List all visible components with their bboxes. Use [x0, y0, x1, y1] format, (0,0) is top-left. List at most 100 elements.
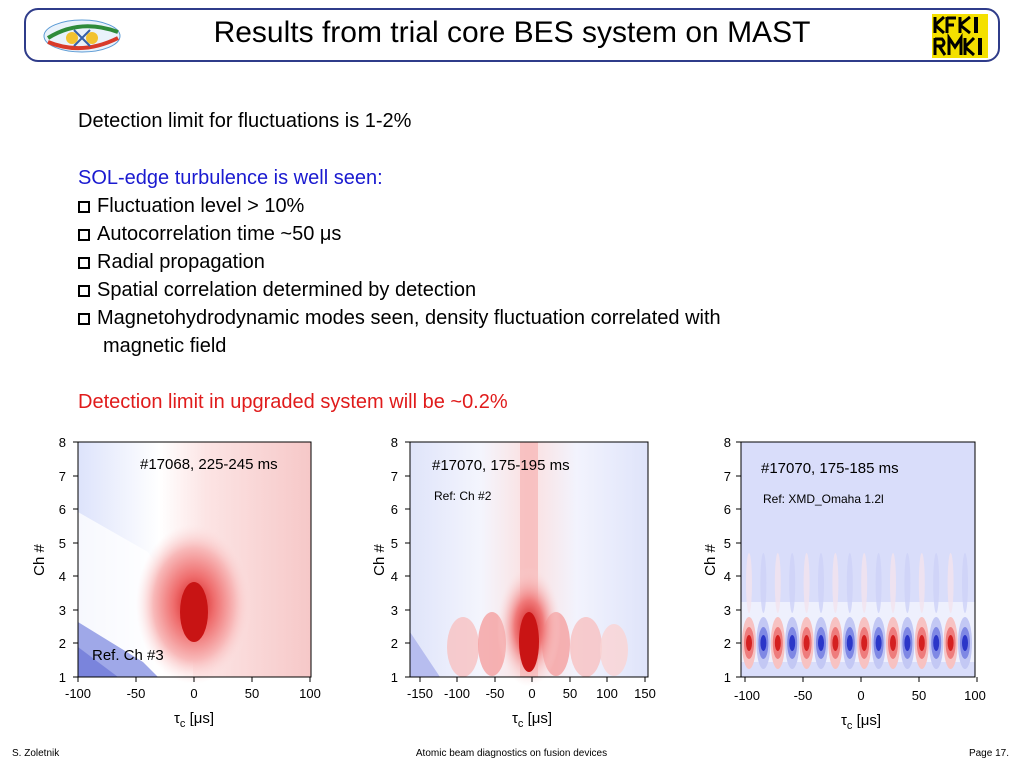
y-ticks: 1 2 3 4 5 6 7 8 [59, 435, 78, 685]
y-tick-label: 8 [59, 435, 66, 450]
x-tick-label: -50 [486, 686, 505, 701]
y-tick-label: 7 [391, 469, 398, 484]
positive-lobe-core [803, 635, 810, 651]
positive-lobe-core [774, 635, 781, 651]
y-tick-label: 4 [59, 569, 66, 584]
x-tick-label: -100 [444, 686, 470, 701]
y-tick-label: 5 [59, 536, 66, 551]
y-tick-label: 4 [724, 569, 731, 584]
y-tick-label: 1 [724, 670, 731, 685]
negative-lobe-core [904, 635, 911, 651]
y-tick-label: 1 [59, 670, 66, 685]
bullet-item: Radial propagation [78, 248, 265, 276]
x-tick-label: 50 [563, 686, 577, 701]
y-ticks: 1 2 3 4 5 6 7 8 [391, 435, 410, 685]
checkbox-bullet-icon [78, 201, 90, 213]
bullet-item: Fluctuation level > 10% [78, 192, 304, 220]
upper-streak [774, 553, 781, 613]
correlation-plot-2: 1 2 3 4 5 6 7 8 -150 -100 -50 0 50 100 1… [371, 435, 656, 730]
y-tick-label: 5 [724, 536, 731, 551]
upper-streak [918, 553, 925, 613]
y-ticks: 1 2 3 4 5 6 7 8 [724, 435, 741, 685]
x-tick-label: 0 [190, 686, 197, 701]
y-tick-label: 3 [59, 603, 66, 618]
upper-streak [846, 553, 853, 613]
y-tick-label: 7 [724, 469, 731, 484]
y-tick-label: 2 [724, 636, 731, 651]
negative-lobe-core [962, 635, 968, 651]
x-tick-label: 100 [596, 686, 618, 701]
negative-lobe-core [933, 635, 940, 651]
x-ticks: -100 -50 0 50 100 [734, 677, 986, 703]
plot-label: #17068, 225-245 ms [140, 456, 278, 473]
negative-lobe-core [789, 635, 796, 651]
y-tick-label: 6 [391, 502, 398, 517]
positive-lobe-core [746, 635, 752, 651]
y-tick-label: 8 [391, 435, 398, 450]
y-tick-label: 1 [391, 670, 398, 685]
x-tick-label: 150 [634, 686, 656, 701]
positive-lobe-core [890, 635, 896, 651]
upper-streak [746, 553, 752, 613]
checkbox-bullet-icon [78, 313, 90, 325]
conference-logo-icon [43, 19, 121, 53]
x-axis-title: τc [μs] [512, 710, 552, 730]
detection-limit-line: Detection limit for fluctuations is 1-2% [78, 110, 412, 132]
x-tick-label: 0 [528, 686, 535, 701]
negative-lobe-core [818, 635, 824, 651]
slide-title: Results from trial core BES system on MA… [213, 16, 811, 49]
upper-streak [875, 553, 882, 613]
positive-lobe-core [918, 635, 925, 651]
upper-streak [904, 553, 911, 613]
y-axis-title: Ch # [371, 544, 388, 576]
upper-streak [962, 553, 968, 613]
negative-lobe-core [760, 635, 767, 651]
plot-label: #17070, 175-195 ms [432, 457, 570, 474]
upper-streak [803, 553, 810, 613]
upper-streak [933, 553, 940, 613]
y-tick-label: 4 [391, 569, 398, 584]
negative-lobe-core [846, 635, 853, 651]
upper-streak [861, 553, 868, 613]
checkbox-bullet-icon [78, 285, 90, 297]
negative-lobe-core [875, 635, 882, 651]
y-axis-title: Ch # [702, 544, 719, 576]
correlation-plot-3: 1 2 3 4 5 6 7 8 -100 -50 0 50 100 Ch # τ… [702, 435, 986, 732]
x-tick-label: 0 [857, 688, 864, 703]
checkbox-bullet-icon [78, 229, 90, 241]
bullet-item: Spatial correlation determined by detect… [78, 276, 476, 304]
upgrade-line: Detection limit in upgraded system will … [78, 391, 508, 413]
bullet-item: Magnetohydrodynamic modes seen, density … [78, 304, 721, 332]
checkbox-bullet-icon [78, 257, 90, 269]
mhd-oscillation-pattern [741, 553, 975, 669]
x-tick-label: 50 [245, 686, 259, 701]
y-tick-label: 3 [724, 603, 731, 618]
x-tick-label: -100 [734, 688, 760, 703]
x-axis-title: τc [μs] [174, 710, 214, 730]
bullet-item: Autocorrelation time ~50 μs [78, 220, 341, 248]
plot-reference: Ref: XMD_Omaha 1.2l [763, 492, 884, 506]
x-ticks: -150 -100 -50 0 50 100 150 [407, 677, 656, 701]
positive-lobe-core [947, 635, 954, 651]
bullet-continuation: magnetic field [103, 335, 227, 357]
x-tick-label: 50 [912, 688, 926, 703]
x-tick-label: -50 [127, 686, 146, 701]
upper-streak [789, 553, 796, 613]
x-ticks: -100 -50 0 50 100 [65, 677, 321, 701]
sol-heading: SOL-edge turbulence is well seen: [78, 167, 383, 189]
correlation-plot-1: 1 2 3 4 5 6 7 8 -100 -50 0 50 100 Ch # τ… [31, 435, 321, 730]
footer-title: Atomic beam diagnostics on fusion device… [415, 748, 608, 759]
y-tick-label: 2 [59, 636, 66, 651]
upper-streak [818, 553, 824, 613]
plot-reference: Ref: Ch #2 [434, 489, 492, 503]
x-tick-label: -50 [794, 688, 813, 703]
y-axis-title: Ch # [31, 544, 48, 576]
x-tick-label: 100 [299, 686, 321, 701]
x-tick-label: -100 [65, 686, 91, 701]
y-tick-label: 5 [391, 536, 398, 551]
upper-streak [947, 553, 954, 613]
upper-streak [890, 553, 896, 613]
plot-reference: Ref. Ch #3 [92, 647, 164, 664]
y-tick-label: 3 [391, 603, 398, 618]
plot-label: #17070, 175-185 ms [761, 460, 899, 477]
